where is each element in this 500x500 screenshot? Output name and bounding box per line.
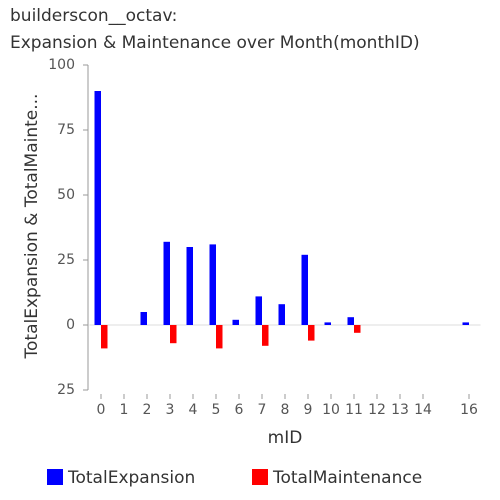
x-tick-label: 1 [120, 402, 129, 418]
bar [347, 317, 354, 325]
legend-swatch [47, 469, 63, 485]
bar [94, 91, 101, 325]
x-tick-label: 11 [345, 402, 363, 418]
bar [462, 322, 469, 325]
x-tick-label: 9 [304, 402, 313, 418]
x-tick-label: 12 [368, 402, 386, 418]
x-tick-label: 6 [235, 402, 244, 418]
bar [301, 254, 308, 325]
bar [232, 319, 239, 325]
bar [209, 244, 216, 325]
y-axis-label: TotalExpansion & TotalMainte... [22, 94, 42, 360]
bar [186, 247, 193, 325]
bar [163, 241, 170, 325]
legend-label: TotalExpansion [67, 468, 195, 488]
x-tick-label: 3 [166, 402, 175, 418]
bar [101, 325, 108, 349]
x-axis-label: mID [268, 428, 303, 448]
y-tick-label: 50 [57, 187, 75, 203]
bar [324, 322, 331, 325]
bar [354, 325, 361, 333]
bar [262, 325, 269, 346]
bar [308, 325, 315, 341]
legend-swatch [252, 469, 268, 485]
x-tick-label: 14 [414, 402, 432, 418]
bar [216, 325, 223, 349]
x-tick-label: 0 [97, 402, 106, 418]
chart-subtitle: Expansion & Maintenance over Month(month… [10, 33, 420, 53]
x-tick-label: 16 [460, 402, 478, 418]
y-tick-label: 25 [57, 252, 75, 268]
x-tick-label: 10 [322, 402, 340, 418]
y-tick-label: 100 [48, 57, 75, 73]
x-tick-label: 13 [391, 402, 409, 418]
bar [255, 296, 262, 325]
x-tick-label: 2 [143, 402, 152, 418]
x-tick-label: 7 [258, 402, 267, 418]
x-tick-label: 5 [212, 402, 221, 418]
x-tick-label: 4 [189, 402, 198, 418]
y-tick-label: 0 [66, 317, 75, 333]
legend-label: TotalMaintenance [272, 468, 422, 488]
chart-title: builderscon__octav: [10, 6, 177, 26]
bar [278, 304, 285, 325]
y-tick-label: 25 [57, 382, 75, 398]
x-tick-label: 8 [281, 402, 290, 418]
y-tick-label: 75 [57, 122, 75, 138]
bar [170, 325, 177, 344]
bar [140, 312, 147, 325]
